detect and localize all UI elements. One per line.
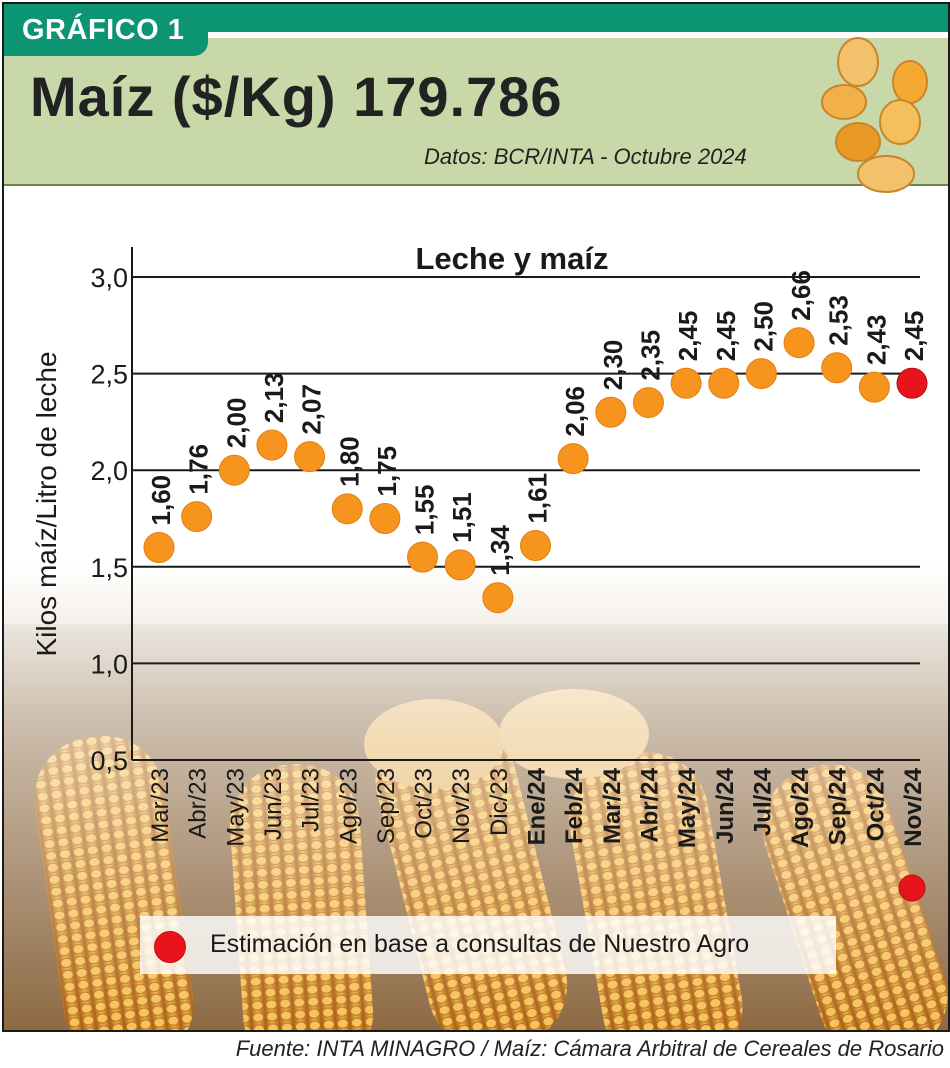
data-label: 2,43 (861, 315, 891, 366)
x-tick-label: Feb/24 (561, 767, 588, 844)
x-tick-label: Oct/24 (862, 767, 889, 841)
data-point (708, 367, 740, 399)
estimate-marker-icon (154, 931, 186, 963)
data-point (520, 530, 551, 562)
data-point (482, 582, 514, 614)
footer-source: Fuente: INTA MINAGRO / Maíz: Cámara Arbi… (235, 1036, 944, 1061)
x-tick-label: Nov/24 (900, 767, 927, 846)
x-tick-label: Jul/23 (298, 768, 325, 832)
data-label: 1,76 (184, 444, 214, 495)
data-point (670, 367, 702, 399)
x-tick-label: Sep/24 (825, 767, 852, 845)
data-label: 2,45 (899, 311, 929, 362)
data-label: 1,55 (410, 485, 440, 536)
data-point (821, 352, 853, 384)
data-label: 2,45 (673, 311, 703, 362)
data-label: 2,06 (560, 386, 590, 437)
data-point (557, 443, 589, 475)
chart-frame: GRÁFICO 1 Maíz ($/Kg) 179.786 Datos: BCR… (2, 2, 950, 1032)
x-tick-label: Abr/23 (185, 768, 212, 839)
x-tick-label: Mar/24 (599, 767, 626, 844)
x-tick-label: Ene/24 (524, 767, 551, 845)
data-point (444, 549, 476, 581)
data-label: 2,30 (598, 340, 628, 391)
data-label: 1,51 (447, 492, 477, 543)
data-point (369, 503, 401, 534)
data-label: 1,60 (146, 475, 176, 526)
x-tick-label: Abr/24 (636, 767, 663, 842)
x-tick-label: Dic/23 (486, 768, 513, 836)
x-tick-label: May/24 (674, 767, 701, 848)
data-point (331, 493, 363, 525)
x-tick-label: Sep/23 (373, 768, 400, 844)
data-point (256, 429, 288, 461)
y-tick-label: 1,5 (90, 553, 128, 583)
data-point (218, 454, 250, 486)
data-label: 2,66 (786, 270, 816, 321)
x-tick-label: Jul/24 (749, 767, 776, 836)
milk-corn-chart: Leche y maíz 0,5 1,0 1,5 2,0 2,5 3,0 Kilos maíz… (31, 241, 929, 902)
corn-cobs-photo (4, 564, 948, 1030)
data-label: 1,80 (334, 436, 364, 487)
data-point (294, 441, 326, 473)
data-point-estimate (896, 367, 928, 399)
page-title: Maíz ($/Kg) 179.786 (30, 65, 563, 128)
x-tick-label: Jun/23 (260, 768, 287, 840)
data-point (783, 327, 815, 359)
data-label: 1,61 (523, 473, 553, 524)
corn-kernels-icon (821, 37, 928, 193)
data-label: 2,50 (748, 301, 778, 352)
y-tick-label: 0,5 (90, 746, 128, 776)
data-label: 2,00 (221, 398, 251, 449)
data-label: 2,35 (635, 330, 665, 381)
data-label: 2,13 (259, 372, 289, 423)
y-axis-label: Kilos maíz/Litro de leche (31, 351, 62, 656)
y-tick-label: 3,0 (90, 263, 128, 293)
y-tick-label: 2,0 (90, 456, 128, 486)
data-point (745, 358, 777, 390)
x-tick-label: Ago/24 (787, 767, 814, 848)
data-label: 1,75 (372, 446, 402, 497)
data-point (595, 396, 627, 428)
x-tick-label: Mar/23 (147, 768, 174, 843)
data-point (143, 531, 175, 563)
x-tick-label: Nov/23 (448, 768, 475, 844)
y-tick-label: 1,0 (90, 649, 128, 679)
data-label: 2,07 (297, 384, 327, 435)
x-tick-label: Oct/23 (411, 768, 438, 839)
data-label: 2,45 (711, 311, 741, 362)
legend: Estimación en base a consultas de Nuestr… (140, 916, 836, 974)
data-point (407, 541, 439, 573)
x-label-estimate-marker (898, 874, 926, 902)
data-label: 2,53 (824, 295, 854, 346)
data-point (632, 387, 664, 419)
x-tick-label: May/23 (222, 768, 249, 847)
header-band (4, 38, 948, 186)
data-point (181, 501, 213, 533)
graphic-badge: GRÁFICO 1 (4, 4, 208, 56)
data-source-note: Datos: BCR/INTA - Octubre 2024 (424, 144, 747, 169)
x-tick-label: Jun/24 (712, 767, 739, 844)
legend-label: Estimación en base a consultas de Nuestr… (210, 930, 750, 958)
data-point (858, 371, 890, 403)
y-tick-label: 2,5 (90, 360, 128, 390)
data-label: 1,34 (485, 525, 515, 576)
x-tick-label: Ago/23 (335, 768, 362, 844)
chart-title: Leche y maíz (416, 241, 609, 276)
